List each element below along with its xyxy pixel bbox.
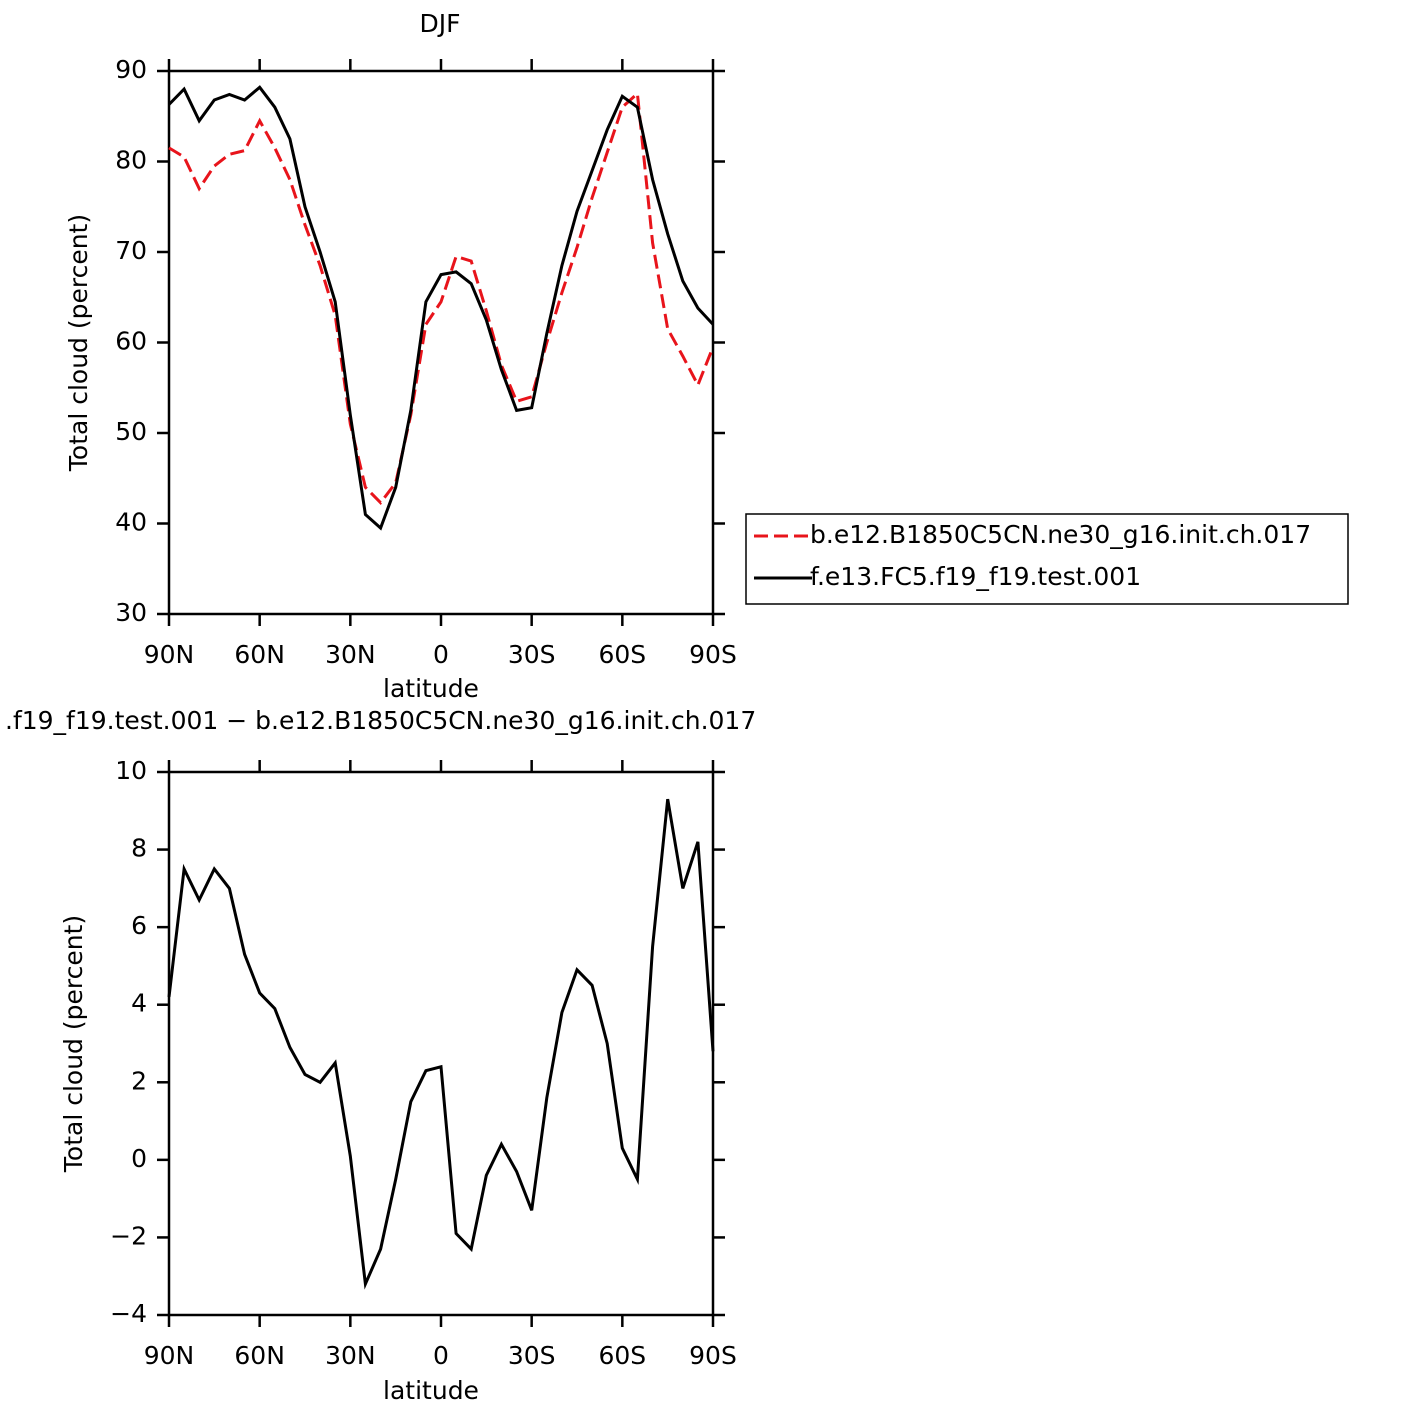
- y-tick-label: 80: [115, 146, 147, 175]
- data-line: [168, 90, 715, 505]
- x-tick-label: 0: [433, 640, 449, 669]
- x-tick-label: 90S: [689, 1341, 737, 1370]
- y-axis-label: Total cloud (percent): [64, 214, 93, 472]
- x-axis-label: latitude: [383, 674, 479, 703]
- x-tick-label: 60N: [234, 1341, 285, 1370]
- data-line: [167, 798, 715, 1290]
- x-tick-label: 90S: [689, 640, 737, 669]
- plot-frame: [167, 770, 715, 1317]
- y-tick-label: 70: [115, 236, 147, 265]
- x-tick-label: 30N: [325, 640, 376, 669]
- x-tick-label: 60S: [598, 1341, 646, 1370]
- y-tick-label: −4: [110, 1299, 147, 1328]
- chart-title: .f19_f19.test.001 − b.e12.B1850C5CN.ne30…: [5, 706, 756, 735]
- y-tick-label: 40: [115, 508, 147, 537]
- x-tick-label: 90N: [144, 1341, 195, 1370]
- plot-frame: [167, 69, 715, 616]
- x-tick-label: 30S: [508, 640, 556, 669]
- chart-title: DJF: [419, 9, 460, 38]
- legend-box: [745, 513, 1349, 605]
- y-tick-label: 10: [115, 756, 147, 785]
- y-tick-label: 6: [131, 911, 147, 940]
- y-tick-label: 90: [115, 55, 147, 84]
- x-axis-label: latitude: [383, 1376, 479, 1405]
- x-tick-label: 60N: [234, 640, 285, 669]
- legend-label: f.e13.FC5.f19_f19.test.001: [810, 562, 1141, 591]
- x-tick-label: 60S: [598, 640, 646, 669]
- data-line: [167, 85, 715, 531]
- y-tick-label: 4: [131, 989, 147, 1018]
- x-tick-label: 0: [433, 1341, 449, 1370]
- legend-label: b.e12.B1850C5CN.ne30_g16.init.ch.017: [810, 520, 1311, 549]
- y-tick-label: 2: [131, 1066, 147, 1095]
- y-tick-label: 8: [131, 834, 147, 863]
- x-tick-label: 30N: [325, 1341, 376, 1370]
- x-tick-label: 90N: [144, 640, 195, 669]
- y-tick-label: −2: [110, 1221, 147, 1250]
- y-tick-label: 50: [115, 417, 147, 446]
- y-tick-label: 30: [115, 598, 147, 627]
- y-axis-label: Total cloud (percent): [59, 915, 88, 1173]
- x-tick-label: 30S: [508, 1341, 556, 1370]
- y-tick-label: 0: [131, 1144, 147, 1173]
- y-tick-label: 60: [115, 327, 147, 356]
